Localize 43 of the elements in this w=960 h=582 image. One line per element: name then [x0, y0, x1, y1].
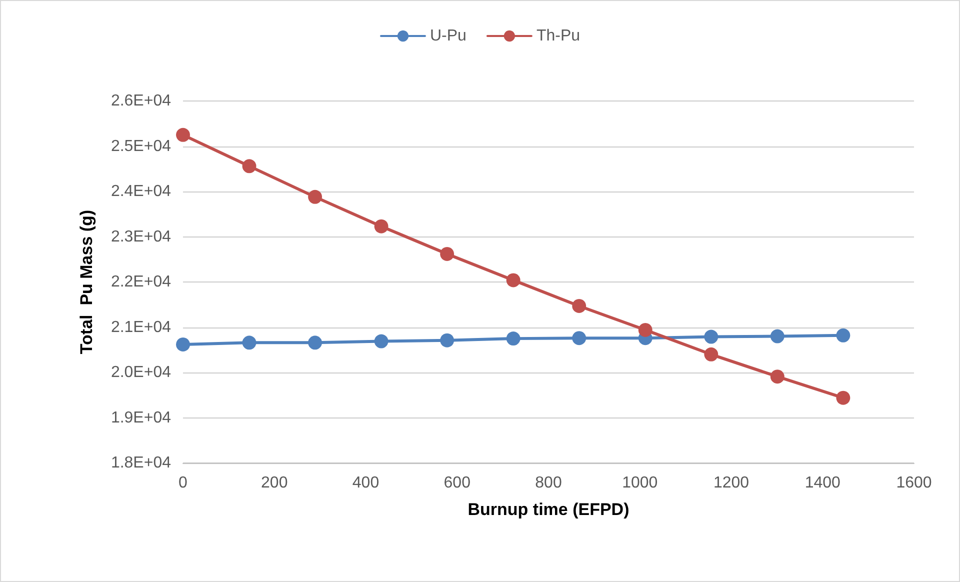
- x-tick-label: 400: [352, 474, 380, 492]
- y-tick-label: 1.9E+04: [110, 409, 172, 426]
- legend-label: Th-Pu: [536, 28, 580, 44]
- point: [308, 336, 322, 350]
- point: [770, 329, 784, 344]
- point: [440, 246, 454, 261]
- point: [242, 159, 256, 174]
- point: [638, 322, 652, 337]
- point: [242, 336, 256, 350]
- point: [176, 337, 190, 352]
- y-tick-label: 2.6E+04: [110, 92, 172, 110]
- x-tick-label: 1000: [622, 474, 658, 492]
- point: [704, 330, 718, 344]
- point: [308, 190, 322, 204]
- x-tick-label: 1600: [896, 474, 932, 492]
- x-tick-label: 800: [535, 474, 562, 492]
- point: [374, 334, 388, 348]
- y-tick-label: 2.1E+04: [110, 318, 172, 336]
- x-tick-label: 1200: [713, 474, 750, 492]
- point: [440, 333, 454, 348]
- point: [836, 328, 850, 342]
- y-tick-label: 2.0E+04: [110, 364, 172, 381]
- point: [176, 128, 190, 142]
- point: [572, 298, 586, 313]
- point: [374, 219, 388, 234]
- y-tick-label: 2.5E+04: [110, 138, 172, 155]
- point: [836, 390, 850, 405]
- point: [770, 370, 784, 384]
- y-tick-label: 2.2E+04: [110, 274, 172, 290]
- x-tick-label: 200: [261, 474, 288, 492]
- y-tick-label: 2.3E+04: [110, 228, 172, 246]
- x-tick-label: 0: [178, 474, 188, 492]
- x-tick-label: 1400: [804, 474, 841, 492]
- point: [572, 331, 586, 346]
- y-tick-label: 1.8E+04: [110, 454, 172, 472]
- x-tick-label: 600: [444, 474, 471, 492]
- y-axis-title: Total Pu Mass (g): [77, 210, 96, 354]
- x-axis-title: Burnup time (EFPD): [468, 500, 630, 519]
- legend-label: U-Pu: [430, 28, 466, 44]
- point: [506, 273, 520, 288]
- y-tick-label: 2.4E+04: [110, 183, 172, 200]
- point: [704, 347, 718, 362]
- point: [506, 332, 520, 346]
